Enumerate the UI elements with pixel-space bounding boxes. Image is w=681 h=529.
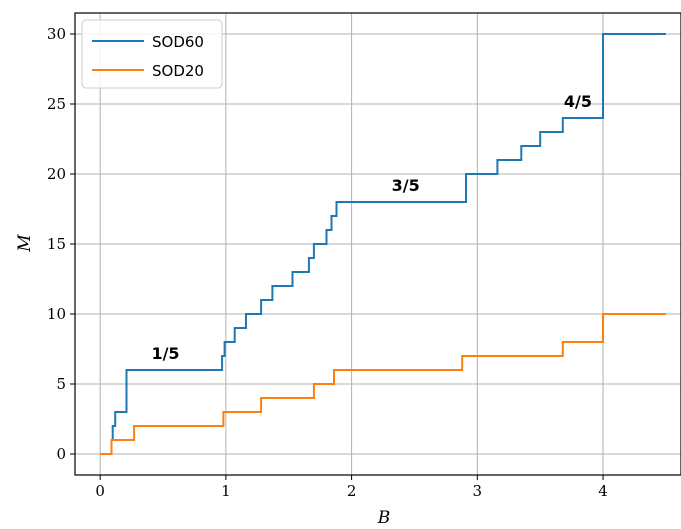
plateau-annotation: 1/5	[151, 344, 179, 363]
y-tick-label: 30	[47, 25, 66, 43]
x-tick-label: 2	[347, 482, 357, 500]
series-line-sod60	[100, 33, 666, 455]
x-tick-label: 0	[95, 482, 105, 500]
annotation-layer: 1/5 3/5 4/5	[151, 92, 591, 363]
x-tick-label: 3	[473, 482, 483, 500]
y-tick-label: 5	[56, 375, 66, 393]
x-axis-label: B	[377, 508, 391, 528]
plateau-annotation: 3/5	[392, 176, 420, 195]
y-tick-label: 15	[47, 235, 66, 253]
x-tick-label: 4	[598, 482, 608, 500]
plateau-annotation: 4/5	[564, 92, 592, 111]
legend: SOD60 SOD20	[81, 19, 223, 89]
x-tick-label: 1	[221, 482, 231, 500]
tick-layer: 0 1 2 3 4 0 5 10 15 20 25 30	[47, 25, 608, 500]
series-layer	[100, 33, 666, 455]
y-tick-label: 20	[47, 165, 66, 183]
y-axis-label: M	[15, 234, 35, 253]
legend-label-sod60: SOD60	[152, 33, 204, 51]
legend-label-sod20: SOD20	[152, 62, 204, 80]
series-line-sod20	[100, 313, 666, 455]
y-tick-label: 25	[47, 95, 66, 113]
y-tick-label: 0	[56, 445, 66, 463]
y-tick-label: 10	[47, 305, 66, 323]
